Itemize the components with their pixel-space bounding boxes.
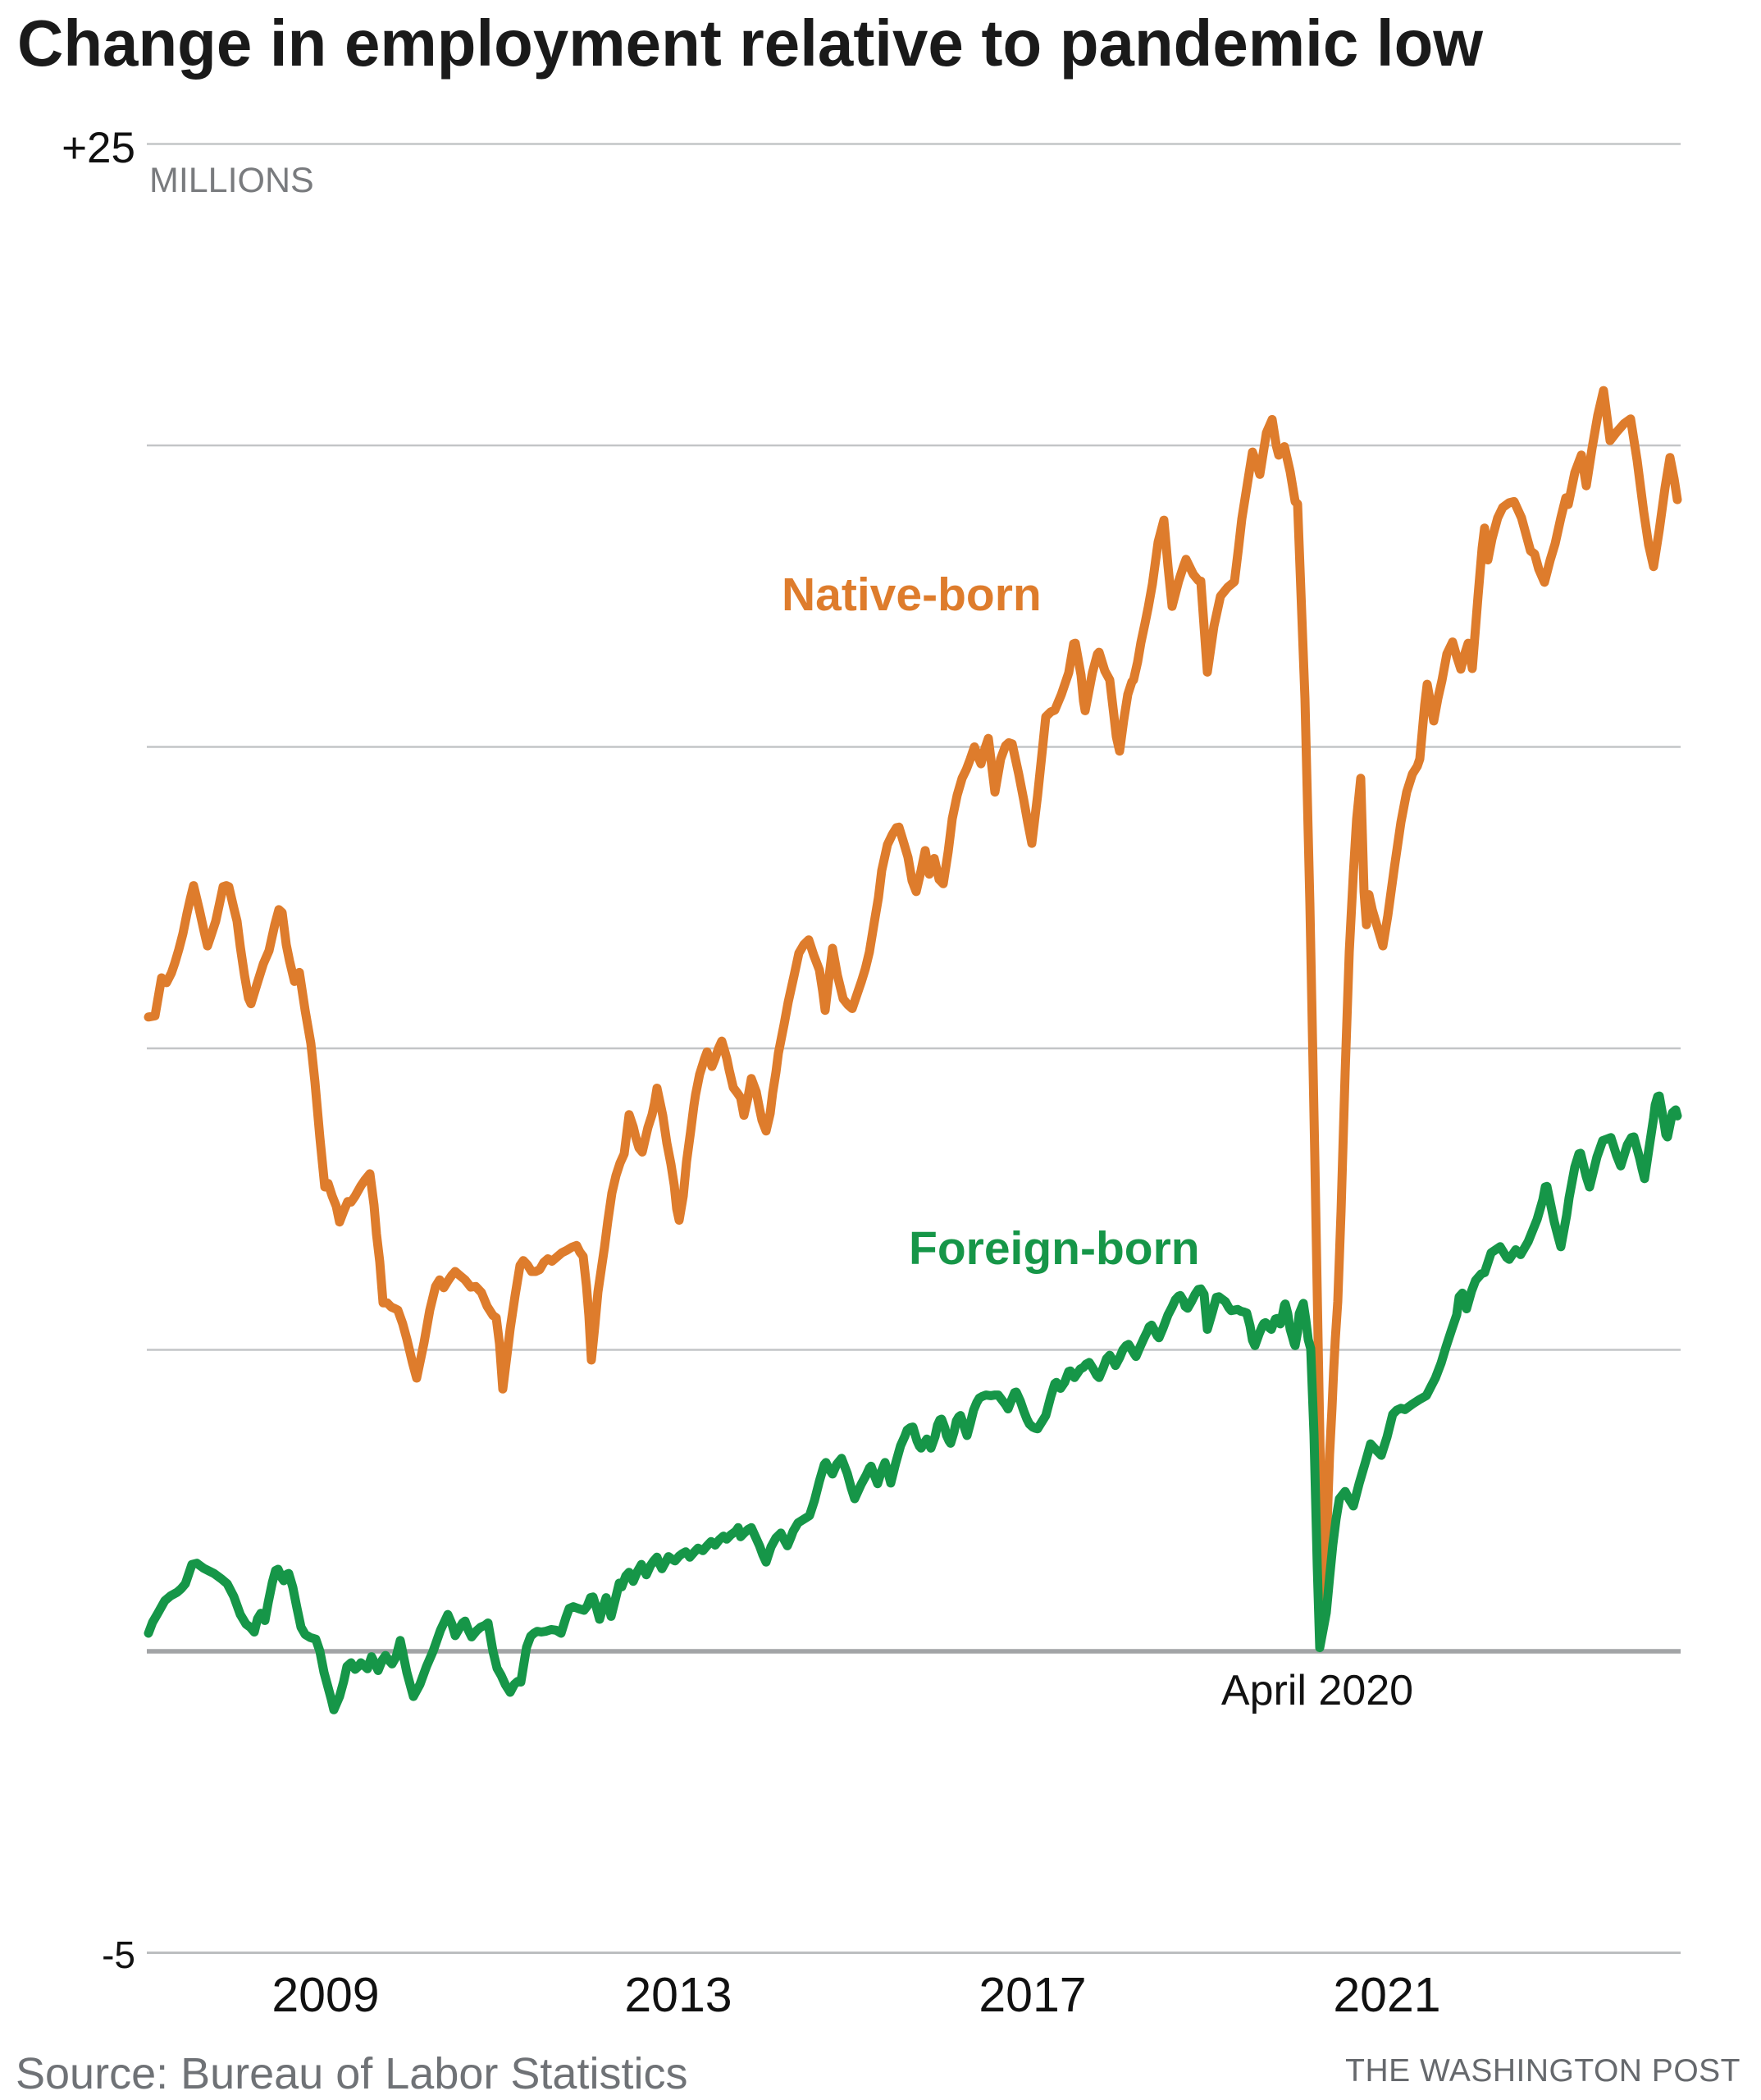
svg-text:April 2020: April 2020: [1221, 1667, 1413, 1714]
svg-text:Source: Bureau of Labor Statis: Source: Bureau of Labor Statistics: [16, 2049, 687, 2098]
svg-text:THE WASHINGTON POST: THE WASHINGTON POST: [1345, 2053, 1740, 2089]
svg-text:2009: 2009: [271, 1968, 379, 2022]
svg-text:+25: +25: [62, 124, 135, 172]
svg-text:-5: -5: [102, 1933, 135, 1976]
svg-text:2013: 2013: [624, 1968, 732, 2022]
svg-text:Change in employment relative: Change in employment relative to pandemi…: [17, 7, 1484, 80]
svg-text:Native-born: Native-born: [782, 568, 1042, 621]
svg-text:MILLIONS: MILLIONS: [149, 161, 314, 200]
svg-text:2021: 2021: [1333, 1968, 1440, 2022]
svg-text:Foreign-born: Foreign-born: [909, 1222, 1200, 1275]
svg-text:2017: 2017: [979, 1968, 1086, 2022]
